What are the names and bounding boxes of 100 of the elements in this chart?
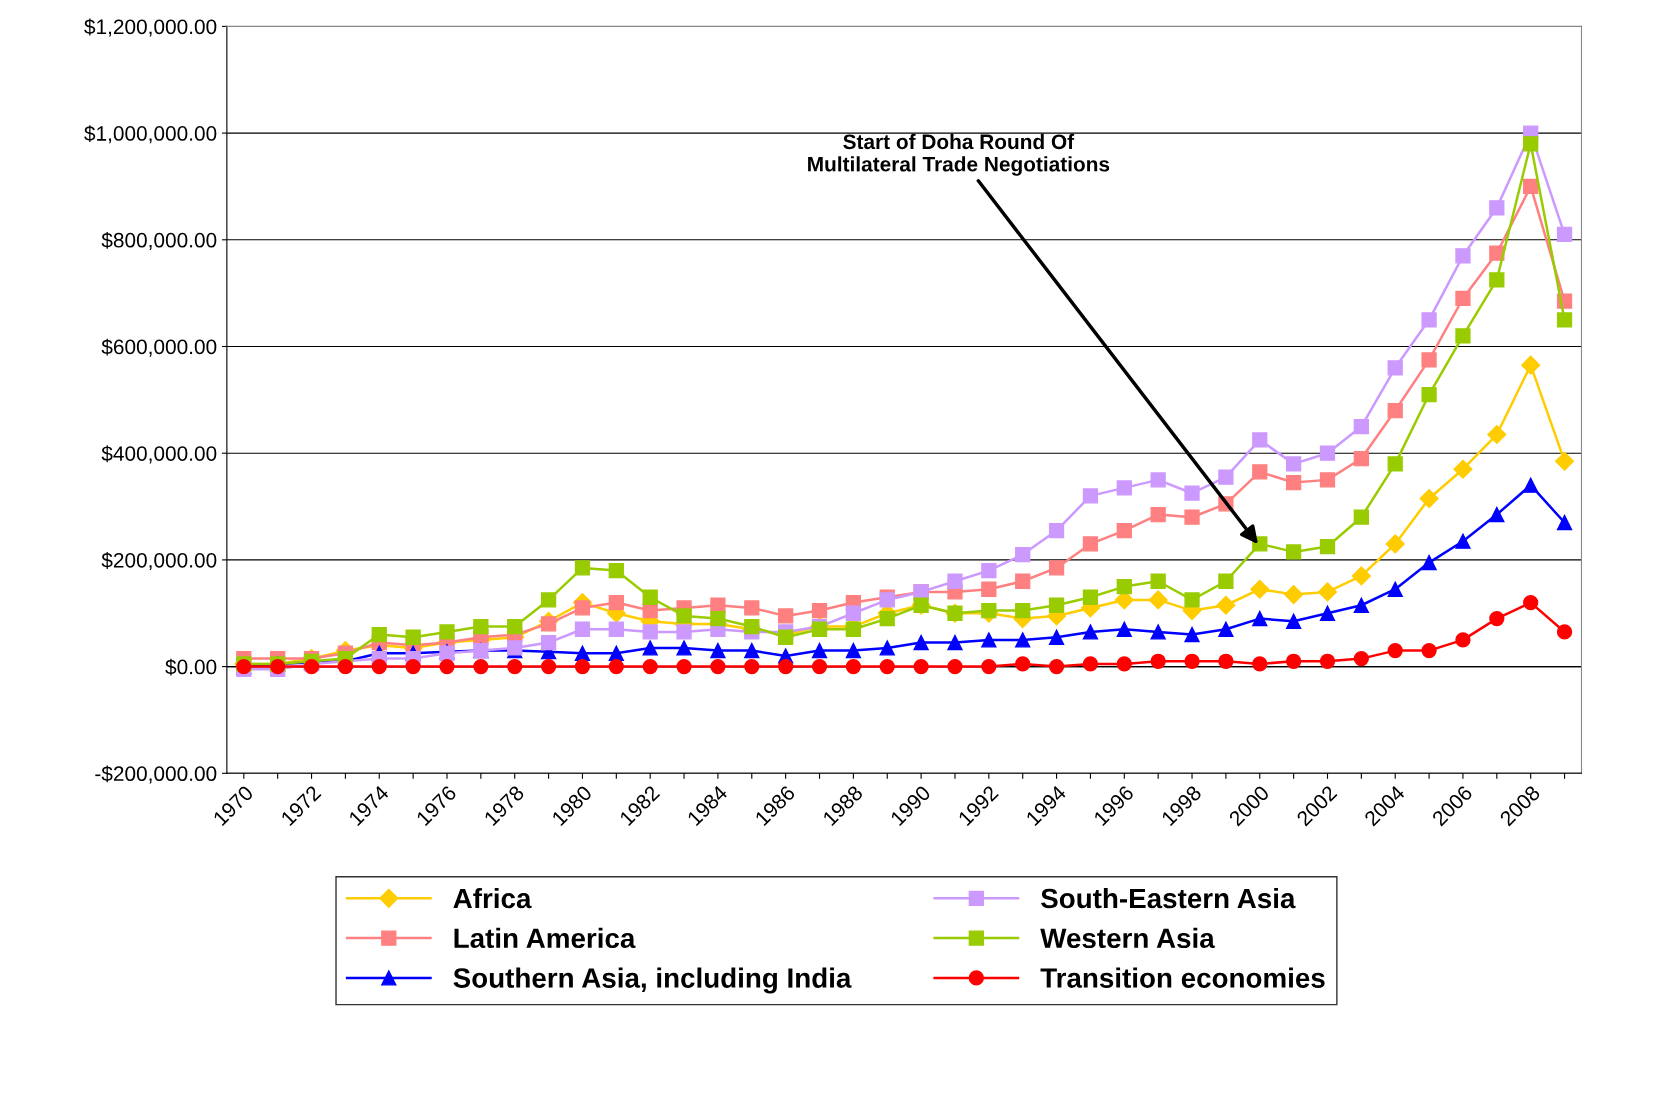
point	[1082, 656, 1099, 672]
point	[1184, 509, 1200, 525]
point	[540, 616, 557, 632]
point	[676, 658, 692, 675]
point	[608, 562, 624, 579]
point	[1489, 610, 1505, 627]
point	[1523, 178, 1539, 195]
point	[439, 624, 455, 640]
point	[1150, 573, 1166, 589]
point	[1556, 226, 1573, 243]
point	[1353, 509, 1369, 525]
point	[744, 658, 760, 675]
point	[981, 562, 997, 579]
point	[1419, 489, 1439, 509]
point	[947, 573, 963, 589]
point	[913, 634, 929, 651]
point	[1184, 653, 1200, 669]
point	[811, 658, 828, 675]
point	[1319, 538, 1336, 555]
point	[1385, 534, 1405, 554]
point	[744, 618, 760, 635]
point	[1455, 632, 1471, 648]
point	[337, 658, 354, 675]
point	[1284, 585, 1304, 605]
point	[1319, 605, 1336, 621]
point	[710, 597, 726, 613]
point	[1184, 485, 1200, 501]
point	[642, 658, 658, 675]
legend-label: Africa	[453, 887, 532, 909]
point	[1421, 312, 1437, 328]
point	[1048, 560, 1065, 576]
point	[1556, 624, 1573, 640]
point	[1319, 472, 1336, 488]
point	[540, 658, 557, 675]
point	[1184, 626, 1200, 643]
y-tick-label: $400,000.00	[101, 445, 217, 464]
point	[1252, 656, 1268, 672]
point	[574, 560, 591, 576]
legend-label: Latin America	[454, 927, 636, 949]
point	[947, 634, 963, 651]
point	[1216, 595, 1236, 615]
point	[811, 602, 828, 619]
point	[1285, 613, 1302, 629]
point	[1116, 480, 1132, 496]
point	[1148, 590, 1168, 610]
point	[1015, 573, 1031, 589]
point	[1556, 514, 1573, 531]
legend-label: Transition economies	[1040, 967, 1325, 988]
point	[540, 592, 557, 608]
point	[981, 581, 997, 597]
legend-label: Southern Asia, including India	[453, 967, 852, 994]
point	[744, 642, 760, 659]
point	[1489, 272, 1505, 288]
point	[1015, 602, 1031, 619]
point	[1218, 469, 1234, 485]
annotation: Start of Doha Round Of Multilateral Trade Negotiations	[808, 133, 1110, 176]
point	[1082, 488, 1099, 504]
point	[1015, 656, 1031, 672]
point	[1521, 355, 1541, 375]
y-tick-label: $1,000,000.00	[84, 125, 217, 144]
point	[1353, 450, 1369, 467]
point	[1455, 533, 1471, 549]
point	[405, 629, 421, 645]
point	[1218, 573, 1234, 589]
point	[676, 624, 692, 640]
point	[676, 608, 692, 624]
point	[778, 658, 794, 675]
point	[405, 658, 421, 675]
point	[744, 600, 760, 616]
point	[1116, 578, 1132, 595]
point	[1252, 464, 1268, 480]
point	[879, 658, 895, 675]
point	[1150, 472, 1166, 488]
point	[1048, 522, 1065, 539]
point	[1455, 290, 1471, 307]
point	[981, 658, 997, 675]
point	[608, 658, 624, 675]
point	[778, 629, 794, 645]
y-tick-label: $0.00	[165, 658, 217, 676]
point	[1285, 474, 1302, 491]
point	[710, 610, 726, 627]
point	[1252, 432, 1268, 448]
point	[1048, 597, 1065, 613]
point	[845, 621, 862, 637]
point	[676, 640, 692, 656]
point	[947, 658, 963, 675]
y-tick-label: $600,000.00	[101, 338, 217, 357]
point	[507, 658, 523, 675]
point	[879, 640, 895, 656]
point	[1421, 554, 1437, 571]
point	[710, 658, 726, 675]
point	[642, 624, 658, 640]
legend-label: South-Eastern Asia	[1041, 887, 1296, 909]
point	[778, 608, 794, 624]
point	[608, 645, 624, 661]
point	[1218, 621, 1234, 637]
point	[1250, 579, 1270, 599]
point	[1387, 456, 1403, 472]
point	[1387, 360, 1403, 376]
point	[845, 642, 862, 659]
